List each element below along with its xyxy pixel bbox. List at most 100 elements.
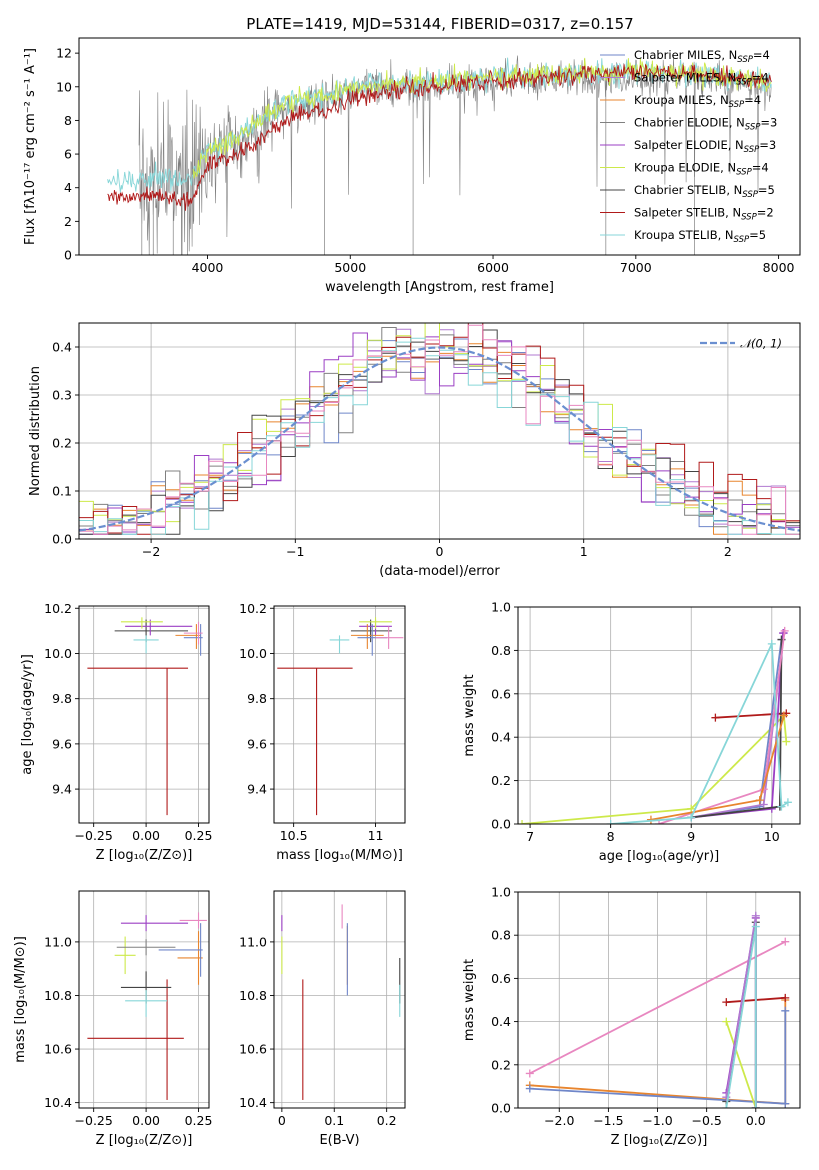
x-tick-label: 0.1 (324, 1113, 344, 1128)
x-axis-label: (data-model)/error (379, 564, 500, 579)
x-tick-label: 0 (278, 1113, 286, 1128)
series-point (759, 800, 768, 809)
legend-suffix: =4 (752, 161, 769, 175)
y-tick-label: 8 (64, 113, 72, 128)
plot-area-residuals (79, 323, 800, 535)
series-point (780, 626, 789, 635)
series-point (777, 802, 786, 811)
y-tick-label: 10.2 (44, 601, 72, 616)
y-tick-label: 10.8 (44, 988, 72, 1003)
legend-label: Kroupa STELIB, N (634, 228, 734, 242)
ticks-residuals: −2 −1 0 1 2 0.0 0.1 0.2 0.3 0.4 (52, 340, 732, 560)
axes-residuals: −2 −1 0 1 2 0.0 0.1 0.2 0.3 0.4 (data-model)/error… (28, 322, 801, 579)
series-point (783, 798, 792, 807)
x-axis-label: age [log₁₀(age/yr)] (599, 849, 720, 864)
axes-massweight_vs_Z: −2.0 −1.5 −1.0 −0.5 0.0 0.0 0.2 0.4 0.6 0.8 1.0 Z [… (462, 885, 801, 1148)
x-tick-label: 8000 (763, 260, 795, 275)
y-tick-label: 12 (56, 46, 72, 61)
legend-subscript: SSP (744, 145, 760, 155)
y-tick-label: 10.4 (44, 1095, 72, 1110)
plot-area-spectrum (107, 55, 772, 255)
x-axis-label: wavelength [Angstrom, rest frame] (325, 280, 554, 295)
series-point (751, 911, 760, 920)
y-tick-label: 9.4 (52, 782, 72, 797)
y-tick-label: 10.6 (44, 1042, 72, 1057)
legend-label: Kroupa ELODIE, N (634, 161, 736, 175)
series-point (687, 813, 696, 822)
chart-title: PLATE=1419, MJD=53144, FIBERID=0317, z=0… (246, 15, 633, 33)
legend-label: Salpeter STELIB, N (634, 206, 741, 220)
series-point (606, 820, 615, 824)
series-point (722, 1017, 731, 1026)
x-tick-label: 10 (764, 829, 780, 844)
x-tick-label: 9 (687, 829, 695, 844)
series-point (655, 820, 663, 824)
y-tick-label: 10.4 (239, 1095, 267, 1110)
legend-label: Kroupa MILES, N (634, 93, 729, 107)
y-tick-label: 10.0 (44, 646, 72, 661)
x-tick-label: −0.5 (691, 1113, 721, 1128)
legend-subscript: SSP (742, 190, 758, 200)
axes-mass_vs_ebv: 0 0.1 0.2 10.4 10.6 10.8 11.0 E(B-V) (239, 890, 406, 1148)
series-point (767, 639, 776, 648)
legend-entry: Kroupa MILES, NSSP=4 (634, 93, 761, 110)
plot-area-mass_vs_Z (87, 912, 207, 1100)
legend-subscript: SSP (737, 55, 753, 65)
series-line-kroupa_elodie (521, 713, 788, 824)
y-tick-label: 0.2 (52, 436, 72, 451)
ticks-massweight_vs_age: 7 8 9 10 0.0 0.2 0.4 0.6 0.8 1.0 (491, 600, 780, 845)
legend-entry: Kroupa ELODIE, NSSP=4 (634, 161, 769, 178)
x-tick-label: −1 (286, 544, 304, 559)
x-tick-label: 1 (580, 544, 588, 559)
legend-suffix: =3 (759, 138, 776, 152)
y-axis-label: age [log₁₀(age/yr)] (20, 654, 35, 775)
y-tick-label: 4 (64, 180, 72, 195)
legend-label: Chabrier STELIB, N (634, 183, 742, 197)
legend-suffix: =4 (744, 93, 761, 107)
x-tick-label: 7000 (620, 260, 652, 275)
y-tick-label: 0.1 (52, 484, 72, 499)
ticks-mass_vs_ebv: 0 0.1 0.2 10.4 10.6 10.8 11.0 (239, 934, 396, 1128)
x-tick-label: 0.2 (377, 1113, 397, 1128)
series-point (711, 713, 720, 722)
ticks-age_vs_Z: −0.25 0.00 0.25 9.4 9.6 9.8 10.0 10.2 (44, 601, 212, 843)
x-tick-label: −0.25 (75, 828, 113, 843)
model-spectrum-salpeter_stelib (107, 63, 772, 211)
legend-subscript: SSP (736, 168, 752, 178)
series-line-pink (658, 630, 786, 824)
legend-subscript: SSP (736, 78, 752, 88)
legend-entry: Salpeter MILES, NSSP=4 (634, 71, 769, 88)
series-point (751, 1104, 760, 1108)
series-line-kroupa_stelib (725, 926, 757, 1108)
axes-frame (517, 891, 801, 1109)
y-tick-label: 9.4 (247, 782, 267, 797)
y-tick-label: 0.0 (52, 532, 72, 547)
series-point (722, 1104, 731, 1108)
x-tick-label: 7 (526, 829, 534, 844)
legend-label: Salpeter ELODIE, N (634, 138, 744, 152)
y-tick-label: 0.3 (52, 388, 72, 403)
legend-subscript: SSP (734, 235, 750, 245)
y-tick-label: 0.2 (491, 1057, 511, 1072)
legend-suffix: =4 (753, 48, 770, 62)
y-tick-label: 10.8 (239, 988, 267, 1003)
y-tick-label: 2 (64, 214, 72, 229)
y-tick-label: 0.6 (491, 686, 511, 701)
y-axis-label: mass weight (462, 674, 477, 756)
legend-entry: Chabrier ELODIE, NSSP=3 (634, 116, 777, 133)
y-tick-label: 9.6 (52, 736, 72, 751)
plot-area-age_vs_mass (277, 617, 404, 816)
series-line-chabrier_stelib (691, 639, 783, 819)
legend-suffix: =4 (752, 71, 769, 85)
legend-subscript: SSP (741, 213, 757, 223)
plot-area-mass_vs_ebv (281, 904, 401, 1100)
series-line-chabrier_miles (691, 639, 783, 819)
legend-label: Salpeter MILES, N (634, 71, 736, 85)
y-tick-label: 0.8 (491, 928, 511, 943)
x-axis-label: Z [log₁₀(Z/Z⊙)] (96, 1133, 193, 1148)
series-point (781, 1099, 790, 1108)
y-tick-label: 0.4 (491, 730, 511, 745)
y-tick-label: 10 (56, 79, 72, 94)
legend-label: Chabrier ELODIE, N (634, 116, 745, 130)
